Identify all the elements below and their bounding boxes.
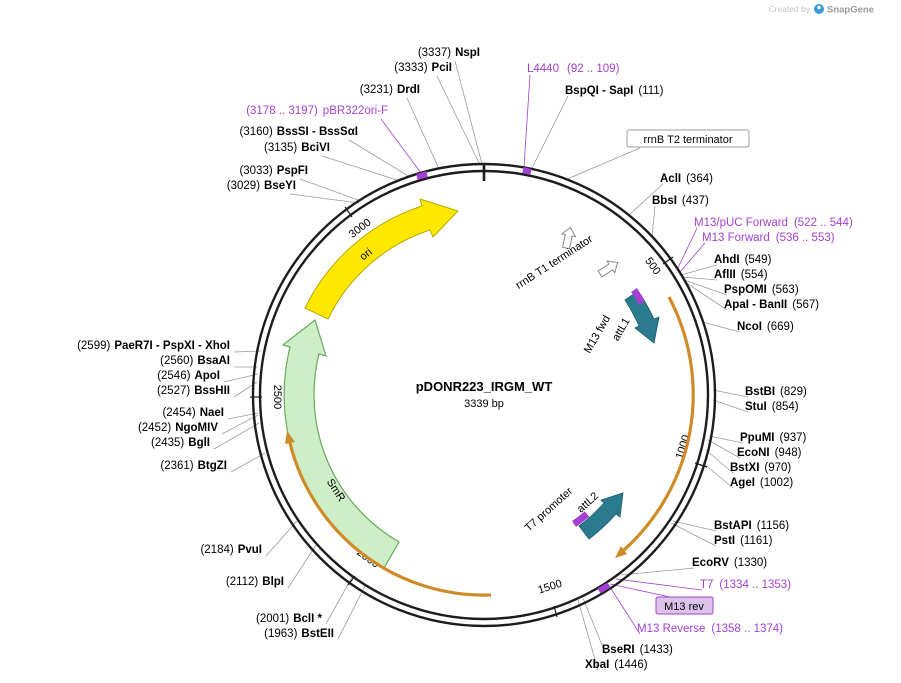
m13-fwd-primer-mark[interactable] — [631, 288, 646, 305]
site-label-paer7i[interactable]: (2599) PaeR7I - PspXI - XhoI — [77, 340, 230, 352]
site-label-xbai[interactable]: XbaI (1446) — [585, 659, 648, 671]
feature-label-rrnb-t1-terminator[interactable]: rrnB T1 terminator — [514, 233, 595, 292]
plasmid-backbone — [251, 162, 717, 628]
site-label-ahdi[interactable]: AhdI (549) — [714, 254, 772, 266]
site-label-bbsi[interactable]: BbsI (437) — [652, 195, 709, 207]
primer-label-m13-forward[interactable]: M13 Forward (536 .. 553) — [702, 232, 835, 244]
rrnb-t2-terminator-box[interactable]: rrnB T2 terminator — [626, 129, 750, 148]
m13-rev-box[interactable]: M13 rev — [655, 596, 714, 615]
plasmid-name: pDONR223_IRGM_WT — [416, 379, 553, 394]
feature-label-ori[interactable]: ori — [358, 246, 375, 263]
site-label-bseri[interactable]: BseRI (1433) — [602, 644, 673, 656]
leader-lines — [213, 60, 749, 671]
site-label-bsssi[interactable]: (3160) BssSI - BssSαI — [240, 126, 358, 138]
smr-feature-arrow[interactable] — [281, 318, 400, 569]
svg-text:M13 rev: M13 rev — [664, 601, 704, 613]
site-label-ngomiv[interactable]: (2452) NgoMIV — [138, 422, 218, 434]
site-label-econi[interactable]: EcoNI (948) — [737, 447, 802, 459]
site-label-stui[interactable]: StuI (854) — [745, 401, 799, 413]
plasmid-size: 3339 bp — [464, 398, 504, 410]
credit-brand: SnapGene — [827, 5, 874, 16]
site-label-bsaai[interactable]: (2560) BsaAI — [160, 355, 230, 367]
attl1-feature-arrow[interactable] — [624, 290, 660, 344]
site-label-bstapi[interactable]: BstAPI (1156) — [714, 520, 789, 532]
site-label-bgli[interactable]: (2435) BglI — [151, 437, 210, 449]
primer-label-m13-reverse[interactable]: M13 Reverse (1358 .. 1374) — [637, 623, 783, 635]
site-label-bspqi[interactable]: BspQI - SapI (111) — [565, 85, 664, 97]
site-label-blpi[interactable]: (2112) BlpI — [226, 576, 284, 588]
site-label-drdi[interactable]: (3231) DrdI — [360, 84, 420, 96]
primer-label-l4440[interactable]: L4440 (92 .. 109) — [527, 63, 620, 75]
site-label-btgzi[interactable]: (2361) BtgZI — [160, 460, 227, 472]
terminator-arrow-icon — [597, 260, 619, 278]
t7-promoter-mark[interactable] — [571, 511, 590, 527]
site-label-ppumi[interactable]: PpuMI (937) — [740, 432, 807, 444]
site-label-apai[interactable]: ApaI - BanII (567) — [724, 299, 819, 311]
site-label-aflii[interactable]: AflII (554) — [714, 269, 768, 281]
tick-label-1500: 1500 — [537, 578, 564, 597]
site-label-bstxi[interactable]: BstXI (970) — [730, 462, 791, 474]
m13-rev-primer-mark[interactable] — [597, 582, 611, 594]
terminator-arrow-icon — [560, 226, 577, 250]
site-label-naei[interactable]: (2454) NaeI — [162, 407, 224, 419]
site-label-psti[interactable]: PstI (1161) — [714, 535, 773, 547]
site-label-bcivi[interactable]: (3135) BciVI — [264, 142, 330, 154]
site-label-bseyi[interactable]: (3029) BseYI — [227, 180, 296, 192]
site-label-pvui[interactable]: (2184) PvuI — [200, 544, 262, 556]
credit-prefix: Created by — [768, 4, 810, 14]
site-label-bstbi[interactable]: BstBI (829) — [745, 386, 807, 398]
l4440-primer-mark[interactable] — [522, 167, 532, 175]
attl2-feature-arrow[interactable] — [578, 492, 624, 540]
site-label-ecorv[interactable]: EcoRV (1330) — [692, 557, 767, 569]
snapgene-credit: Created by SnapGene — [768, 4, 874, 16]
site-label-pcii[interactable]: (3333) PciI — [394, 62, 452, 74]
primer-label-t7[interactable]: T7 (1334 .. 1353) — [700, 579, 791, 591]
site-label-apoi[interactable]: (2546) ApoI — [157, 370, 220, 382]
site-label-nspi[interactable]: (3337) NspI — [418, 47, 480, 59]
site-label-ncoi[interactable]: NcoI (669) — [737, 321, 794, 333]
tick-label-500: 500 — [642, 255, 662, 277]
insert-gene-arc[interactable] — [615, 296, 695, 558]
site-label-acli[interactable]: AclI (364) — [660, 173, 713, 185]
smr-gene-arc[interactable] — [285, 431, 492, 597]
primer-label-pbr322orif[interactable]: (3178 .. 3197) pBR322ori-F — [246, 105, 388, 117]
svg-text:rrnB T2 terminator: rrnB T2 terminator — [643, 134, 732, 146]
scale-ticks — [250, 206, 708, 618]
site-label-bcli[interactable]: (2001) BclI * — [256, 613, 323, 625]
primer-label-m13puc-forward[interactable]: M13/pUC Forward (522 .. 544) — [694, 217, 853, 229]
tick-label-2500: 2500 — [271, 385, 283, 409]
site-label-pspomi[interactable]: PspOMI (563) — [724, 284, 799, 296]
site-label-bsteii[interactable]: (1963) BstEII — [264, 628, 334, 640]
ori-feature-arrow[interactable] — [304, 198, 459, 320]
site-label-bsshii[interactable]: (2527) BssHII — [157, 385, 230, 397]
site-label-agei[interactable]: AgeI (1002) — [730, 477, 793, 489]
site-label-pspfi[interactable]: (3033) PspFI — [239, 165, 308, 177]
pbr322orif-primer-mark[interactable] — [416, 171, 428, 180]
feature-label-attl1[interactable]: attL1 — [610, 316, 633, 343]
feature-label-m13-fwd[interactable]: M13 fwd — [582, 313, 613, 355]
feature-label-t7-promoter[interactable]: T7 promoter — [523, 485, 576, 534]
